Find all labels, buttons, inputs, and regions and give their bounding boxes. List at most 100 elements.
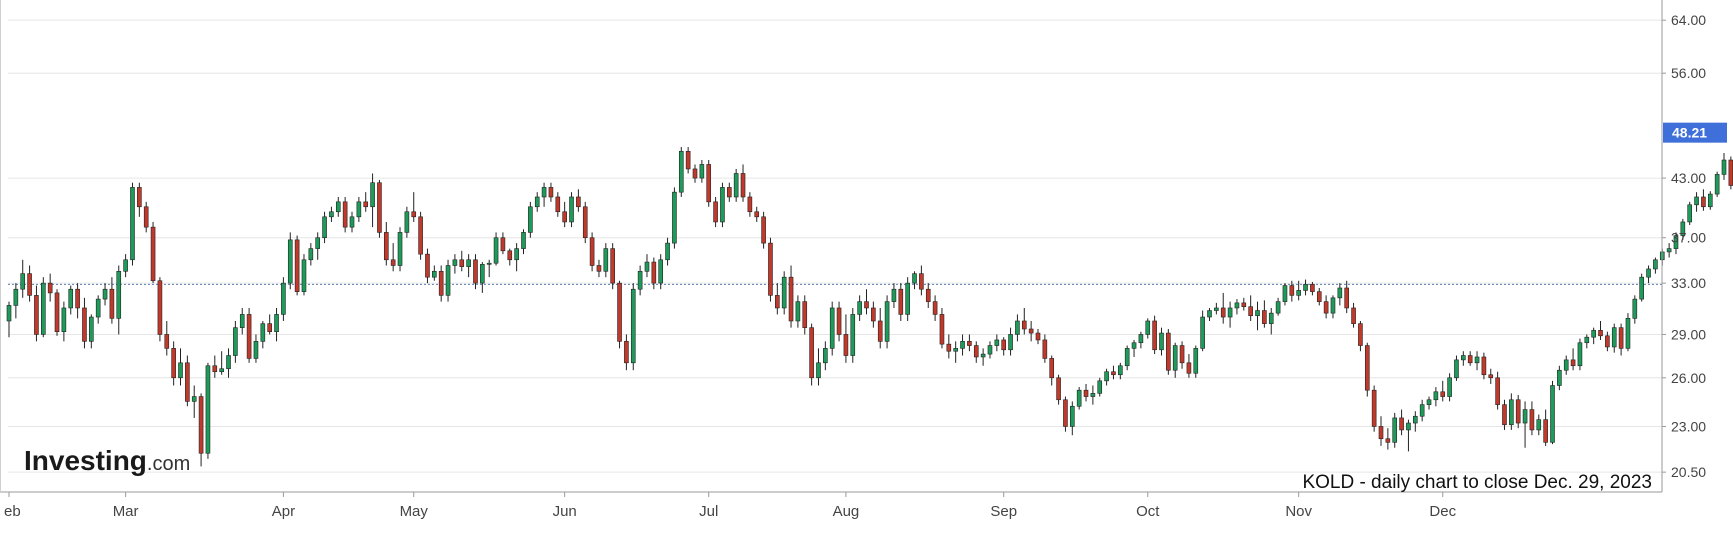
candle	[1337, 283, 1343, 306]
candle	[843, 314, 849, 363]
candle-body-up	[1474, 356, 1480, 364]
candle	[905, 277, 910, 321]
candle	[1646, 265, 1651, 284]
candle-body-up	[644, 261, 650, 272]
candle	[356, 196, 362, 222]
candle-body-up	[1008, 334, 1013, 351]
candle-body-down	[342, 201, 348, 228]
candle	[1344, 280, 1349, 314]
candle-body-down	[1543, 419, 1548, 443]
candle-body-up	[123, 259, 128, 272]
candle-body-down	[1488, 374, 1494, 379]
candle	[1028, 320, 1034, 342]
candle	[123, 254, 128, 278]
candle	[610, 243, 615, 290]
candle-body-up	[534, 196, 540, 208]
y-tick-label: 23.00	[1671, 418, 1706, 434]
candle	[1364, 342, 1370, 397]
candle	[514, 243, 519, 272]
candle	[185, 355, 190, 407]
candle-body-down	[802, 301, 808, 328]
candle-body-down	[1001, 339, 1007, 351]
candle	[809, 323, 814, 386]
candle-body-down	[1241, 302, 1247, 307]
candle	[1118, 362, 1123, 380]
candle-body-down	[610, 248, 615, 284]
candle	[383, 221, 389, 266]
candle-body-up	[116, 270, 122, 319]
candle-body-up	[1234, 302, 1240, 309]
candle	[534, 192, 540, 212]
candle-body-up	[1303, 284, 1308, 291]
candle	[672, 187, 677, 249]
candle-body-down	[1378, 426, 1384, 440]
candle-body-up	[1138, 334, 1144, 344]
candle-body-down	[685, 150, 691, 170]
candle	[260, 320, 266, 349]
x-tick-label: Nov	[1285, 503, 1312, 520]
candle-body-up	[1104, 371, 1109, 382]
candle	[130, 182, 135, 266]
candle	[630, 283, 636, 371]
candle-body-down	[1701, 196, 1706, 208]
candle	[267, 314, 272, 335]
candle-body-down	[75, 288, 80, 309]
candle-body-down	[1529, 409, 1535, 431]
y-tick-label: 37.00	[1671, 230, 1706, 246]
chart-caption: KOLD - daily chart to close Dec. 29, 202…	[1302, 472, 1652, 493]
candle-body-down	[1618, 327, 1624, 349]
candle	[287, 232, 293, 290]
candle	[637, 265, 643, 296]
candle	[1447, 373, 1452, 402]
candle	[871, 301, 876, 328]
candle-body-down	[836, 307, 842, 335]
candle	[1563, 355, 1569, 375]
candle-body-up	[1392, 417, 1398, 443]
candle	[500, 232, 506, 255]
candle-body-up	[884, 301, 890, 342]
candle-body-up	[480, 264, 485, 284]
candle-body-up	[1666, 248, 1672, 253]
candle-body-up	[1330, 297, 1336, 314]
candle	[1159, 327, 1164, 356]
candle-body-up	[795, 301, 801, 322]
candle	[994, 334, 1000, 352]
candle	[1296, 280, 1301, 301]
candle	[1351, 302, 1356, 328]
candle	[1728, 156, 1733, 190]
candle	[109, 277, 115, 324]
candle	[1687, 201, 1692, 226]
x-tick-label: Jun	[553, 503, 577, 520]
candle	[1454, 355, 1459, 381]
candle	[1529, 401, 1535, 436]
candle	[1406, 419, 1411, 452]
candle	[397, 227, 403, 272]
last-price-tag: 48.21	[1663, 122, 1727, 143]
candle-body-up	[665, 242, 670, 261]
candle	[1241, 297, 1247, 311]
candle-body-up	[356, 201, 362, 218]
candle-body-down	[1481, 356, 1487, 376]
candle	[1673, 232, 1679, 255]
candle	[404, 206, 410, 238]
candle-body-down	[788, 276, 794, 322]
candle	[473, 254, 478, 290]
candle-body-up	[1275, 301, 1281, 314]
candle	[178, 348, 183, 386]
candle	[857, 295, 862, 321]
candle-body-down	[1063, 399, 1068, 427]
candle-body-up	[1632, 298, 1638, 319]
candle	[27, 265, 32, 302]
candle-body-down	[150, 226, 156, 282]
candle-body-up	[1337, 287, 1343, 299]
candle-body-down	[1179, 345, 1185, 364]
candle	[1186, 354, 1192, 378]
candle-body-down	[143, 206, 149, 228]
candle-body-down	[390, 259, 396, 266]
candle-body-up	[1625, 318, 1631, 349]
candle-body-down	[507, 250, 513, 261]
candle	[1481, 352, 1487, 380]
candle-body-up	[89, 316, 94, 342]
candle	[706, 160, 712, 207]
